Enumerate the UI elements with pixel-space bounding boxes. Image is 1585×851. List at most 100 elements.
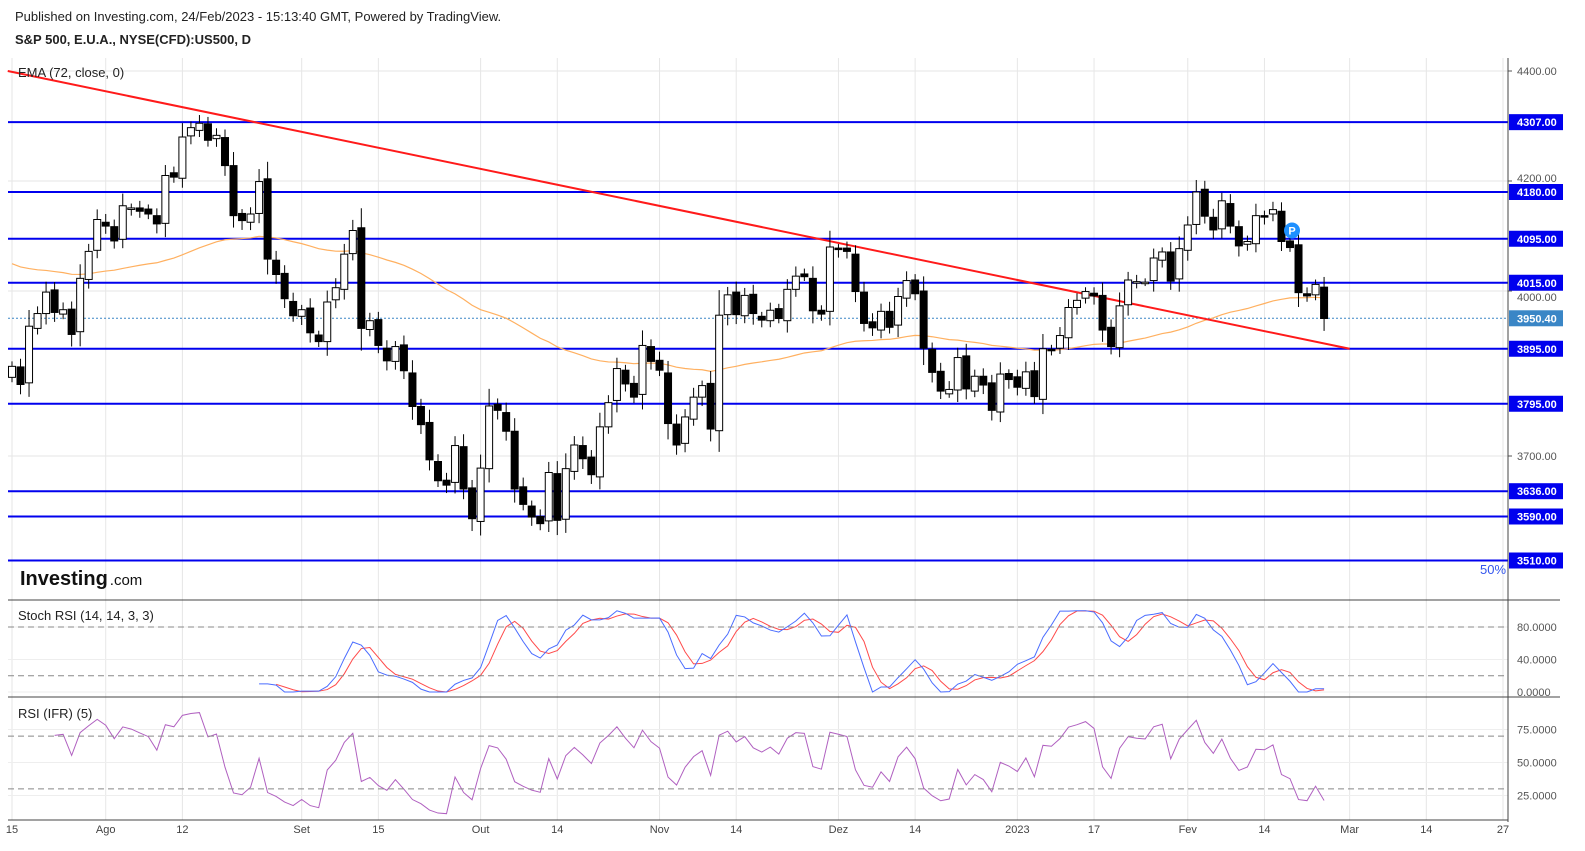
grid (8, 58, 1508, 820)
candle-down (1047, 348, 1056, 352)
candle-up (25, 325, 34, 384)
candle-up (8, 365, 16, 378)
candle-up (953, 357, 962, 391)
x-tick-label: Ago (96, 824, 116, 836)
candle-up (1268, 209, 1277, 215)
candle-up (1132, 281, 1141, 284)
candle-down (238, 212, 247, 222)
candle-down (203, 123, 212, 141)
trendline[interactable] (7, 70, 1350, 350)
candle-up (638, 344, 647, 395)
trendline-segment[interactable] (7, 70, 1350, 350)
candle-up (1183, 224, 1192, 251)
horizontal-levels[interactable]: 4307.00 4180.00 4095.00 4015.00 3895.00 3795.… (8, 114, 1563, 569)
price-tick-label: 3700.00 (1517, 451, 1557, 463)
x-tick-label: Set (293, 824, 310, 836)
candle-up (544, 472, 553, 522)
p-marker[interactable]: P (1284, 222, 1300, 239)
candle-up (59, 309, 68, 315)
candle-up (1021, 371, 1030, 389)
level-label-bg (1509, 230, 1563, 247)
candle-up (365, 320, 374, 331)
candle-down (672, 423, 681, 446)
candle-up (595, 426, 604, 478)
logo-suffix: .com (110, 572, 143, 589)
candle-up (76, 277, 85, 333)
candle-up (1115, 305, 1124, 349)
candle-up (791, 275, 800, 290)
level-label: 3510.00 (1517, 556, 1557, 568)
candle-up (1158, 251, 1167, 261)
level-label-bg (1509, 114, 1563, 131)
candle-up (681, 416, 690, 444)
candle-down (817, 309, 826, 315)
x-tick-label: 14 (730, 824, 742, 836)
candle-up (118, 205, 127, 240)
logo-brand: Investing (20, 568, 108, 590)
x-tick-label: 12 (176, 824, 188, 836)
candle-down (468, 487, 477, 520)
candle-down (706, 382, 715, 430)
candle-up (1081, 291, 1090, 299)
candle-down (655, 359, 664, 371)
p-marker-circle[interactable] (1284, 222, 1300, 239)
candle-down (553, 473, 562, 521)
level-label: 4015.00 (1517, 278, 1557, 290)
level-label-bg (1509, 508, 1563, 525)
candle-down (1286, 240, 1294, 249)
candle-up (476, 467, 485, 522)
investing-logo: Investing .com (20, 568, 142, 590)
x-tick-label: Nov (650, 824, 670, 836)
candle-up (996, 373, 1005, 413)
zoom-percent[interactable]: 50% (1480, 562, 1506, 577)
candle-down (110, 226, 119, 242)
candle-down (860, 291, 868, 324)
candle-down (757, 315, 766, 321)
candle-down (382, 347, 391, 362)
candle-up (1192, 191, 1201, 225)
candle-up (178, 136, 187, 179)
stoch-k-line (259, 610, 1325, 693)
candle-down (135, 207, 144, 212)
candle-down (101, 221, 110, 227)
candle-down (578, 445, 587, 460)
candle-down (169, 172, 178, 178)
candle-down (987, 382, 996, 411)
candle-up (1311, 283, 1320, 296)
candle-down (502, 412, 511, 432)
candle-up (766, 309, 775, 322)
candle-down (1200, 188, 1209, 217)
rsi-tick-label: 25.0000 (1517, 791, 1557, 803)
candle-down (434, 461, 442, 482)
candle-down (442, 479, 451, 486)
candle-down (962, 355, 971, 390)
x-tick-label: Out (472, 824, 490, 836)
candle-down (527, 505, 536, 518)
candle-up (612, 368, 621, 401)
candle-down (416, 406, 425, 426)
indicator-panels (54, 610, 1325, 815)
candle-down (510, 430, 519, 490)
stoch-d-line (275, 610, 1325, 693)
x-tick-label: 15 (372, 824, 384, 836)
candle-up (93, 219, 102, 251)
level-label-bg (1509, 395, 1563, 412)
candle-down (749, 293, 758, 315)
x-tick-label: 2023 (1005, 824, 1029, 836)
candle-down (67, 308, 76, 335)
candle-up (715, 314, 724, 432)
x-tick-label: 17 (1088, 824, 1100, 836)
candle-up (1038, 348, 1047, 400)
x-tick-label: Mar (1340, 824, 1359, 836)
candle-down (911, 279, 920, 295)
candle-down (272, 259, 281, 276)
ema-legend: EMA (72, close, 0) (18, 65, 124, 80)
candle-up (212, 134, 221, 140)
candle-up (689, 396, 698, 420)
candle-up (84, 250, 93, 280)
candle-down (425, 421, 434, 461)
candle-up (945, 388, 954, 395)
rsi-tick-label: 50.0000 (1517, 758, 1557, 770)
candle-down (357, 227, 366, 329)
